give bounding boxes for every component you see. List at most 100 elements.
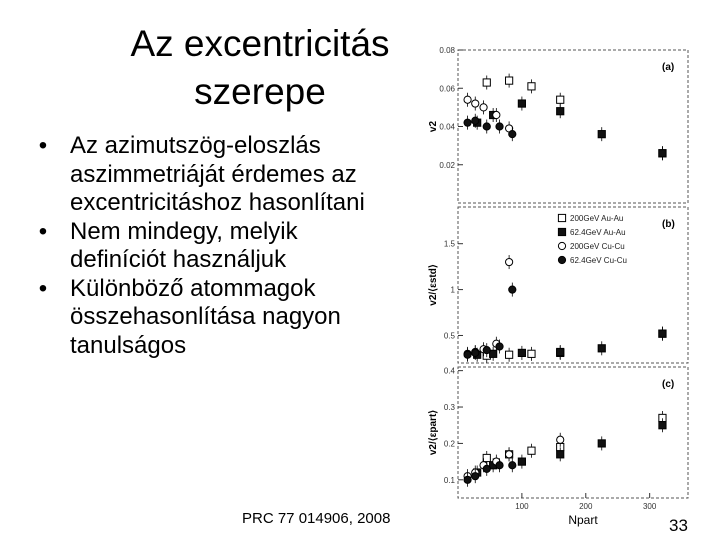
marker-open-circle bbox=[556, 435, 565, 444]
bullet-item: • Különböző atommagok összehasonlítása n… bbox=[28, 275, 388, 361]
marker-open-circle bbox=[479, 103, 488, 112]
marker-filled-circle bbox=[482, 346, 491, 355]
legend-entry: 200GeV Au-Au bbox=[570, 214, 623, 223]
marker-filled-circle bbox=[508, 285, 517, 294]
x-tick-label: 100 bbox=[515, 502, 529, 511]
series-open-circle bbox=[463, 92, 514, 136]
marker-filled-square bbox=[517, 457, 526, 466]
y-tick-label: 0.5 bbox=[444, 331, 456, 340]
legend-entry: 62.4GeV Au-Au bbox=[570, 228, 626, 237]
marker-filled-circle bbox=[471, 472, 480, 481]
series-filled-circle bbox=[463, 282, 517, 362]
marker-filled-circle bbox=[557, 255, 567, 265]
marker-open-square bbox=[482, 453, 491, 463]
marker-open-square bbox=[556, 95, 565, 104]
marker-filled-square bbox=[556, 450, 565, 459]
y-tick-label: 0.2 bbox=[444, 439, 456, 448]
panel-label: (a) bbox=[662, 62, 674, 73]
marker-open-square bbox=[505, 350, 514, 359]
panel-label: (c) bbox=[662, 379, 674, 390]
marker-filled-circle bbox=[508, 461, 517, 470]
title-line-2: szerepe bbox=[194, 71, 326, 112]
marker-open-square bbox=[557, 213, 567, 223]
series-open-circle bbox=[463, 255, 514, 361]
series-open-square bbox=[482, 73, 667, 161]
bullet-list: • Az azimutszög-eloszlás aszimmetriáját … bbox=[28, 132, 388, 360]
series-filled-square bbox=[473, 418, 667, 480]
y-axis-label: v2/⟨εpart⟩ bbox=[428, 410, 439, 455]
marker-filled-square bbox=[658, 421, 667, 430]
y-tick-label: 0.06 bbox=[439, 84, 455, 93]
plot-frame bbox=[457, 49, 689, 204]
legend-entry: 200GeV Cu-Cu bbox=[570, 242, 625, 251]
series-filled-circle bbox=[463, 113, 517, 142]
bullet-dot: • bbox=[38, 132, 48, 159]
marker-filled-square bbox=[597, 344, 606, 353]
y-tick-label: 0.1 bbox=[444, 476, 456, 485]
bullet-text: Nem mindegy, melyik definíciót használju… bbox=[70, 217, 298, 274]
reference-citation: PRC 77 014906, 2008 bbox=[242, 510, 391, 527]
marker-filled-square bbox=[517, 348, 526, 358]
marker-open-square bbox=[482, 78, 491, 87]
marker-filled-circle bbox=[463, 350, 472, 359]
marker-open-circle bbox=[505, 450, 514, 459]
y-tick-label: 1.5 bbox=[444, 240, 456, 249]
marker-open-square bbox=[527, 446, 536, 455]
marker-filled-circle bbox=[495, 122, 504, 131]
marker-filled-circle bbox=[495, 342, 504, 351]
marker-filled-circle bbox=[482, 122, 491, 131]
bullet-text: Az azimutszög-eloszlás aszimmetriáját ér… bbox=[70, 132, 365, 216]
marker-open-circle bbox=[471, 99, 480, 108]
marker-filled-circle bbox=[463, 475, 472, 484]
plot-frame bbox=[457, 366, 689, 499]
y-tick-label: 1 bbox=[451, 286, 456, 295]
marker-filled-square bbox=[556, 107, 565, 116]
y-tick-label: 0.3 bbox=[444, 403, 456, 412]
marker-filled-circle bbox=[495, 461, 504, 470]
plot-frame bbox=[457, 206, 689, 364]
y-tick-label: 0.02 bbox=[439, 161, 455, 170]
marker-open-circle bbox=[463, 95, 472, 104]
marker-filled-circle bbox=[482, 464, 491, 473]
chart-panel-3: 0.1 0.2 0.3 0.4 100 200 300 v2/⟨εpart⟩ (c) Npart bbox=[428, 366, 689, 527]
marker-open-circle bbox=[492, 110, 501, 120]
bullet-text: Különböző atommagok összehasonlítása nag… bbox=[70, 274, 341, 359]
marker-open-square bbox=[505, 76, 514, 85]
y-tick-label: 0.4 bbox=[444, 367, 456, 376]
marker-filled-square bbox=[517, 99, 526, 108]
bullet-dot: • bbox=[38, 217, 48, 245]
marker-open-circle bbox=[505, 257, 514, 267]
bullet-item: • Az azimutszög-eloszlás aszimmetriáját … bbox=[28, 132, 388, 218]
marker-filled-circle bbox=[471, 348, 480, 358]
marker-filled-square bbox=[489, 349, 498, 358]
y-tick-label: 0.08 bbox=[439, 46, 455, 55]
marker-filled-circle bbox=[471, 116, 480, 125]
v2-figure: 0.02 0.04 0.06 0.08 v2 (a) 0.5 1 1.5 v2/⟨εstd⟩ (b)… bbox=[428, 46, 689, 527]
marker-filled-circle bbox=[508, 130, 517, 139]
slide-title: Az excentricitás szerepe bbox=[95, 20, 425, 116]
y-tick-label: 0.04 bbox=[439, 123, 455, 132]
title-line-1: Az excentricitás bbox=[130, 23, 390, 64]
y-axis-label: v2 bbox=[428, 121, 439, 133]
marker-filled-square bbox=[597, 130, 606, 139]
marker-open-square bbox=[527, 349, 536, 358]
legend-entry: 62.4GeV Cu-Cu bbox=[570, 256, 627, 265]
marker-open-circle bbox=[557, 241, 567, 251]
x-tick-label: 200 bbox=[579, 502, 593, 511]
x-tick-label: 300 bbox=[643, 502, 657, 511]
series-open-square bbox=[482, 326, 667, 363]
marker-filled-square bbox=[658, 329, 667, 338]
x-axis-label: Npart bbox=[568, 513, 598, 527]
marker-open-square bbox=[527, 82, 536, 91]
chart-panel-1: 0.02 0.04 0.06 0.08 v2 (a) bbox=[428, 46, 689, 204]
chart-panel-2: 0.5 1 1.5 v2/⟨εstd⟩ (b) 200GeV Au-Au 62.4GeV A… bbox=[428, 206, 689, 364]
panel-label: (b) bbox=[662, 219, 675, 230]
marker-filled-circle bbox=[463, 118, 472, 127]
marker-filled-square bbox=[597, 439, 606, 448]
marker-filled-square bbox=[556, 347, 565, 357]
series-filled-circle bbox=[463, 458, 517, 487]
marker-filled-square bbox=[658, 149, 667, 158]
bullet-item: • Nem mindegy, melyik definíciót használ… bbox=[28, 218, 388, 275]
page-number: 33 bbox=[669, 516, 688, 535]
marker-filled-square bbox=[557, 227, 567, 237]
